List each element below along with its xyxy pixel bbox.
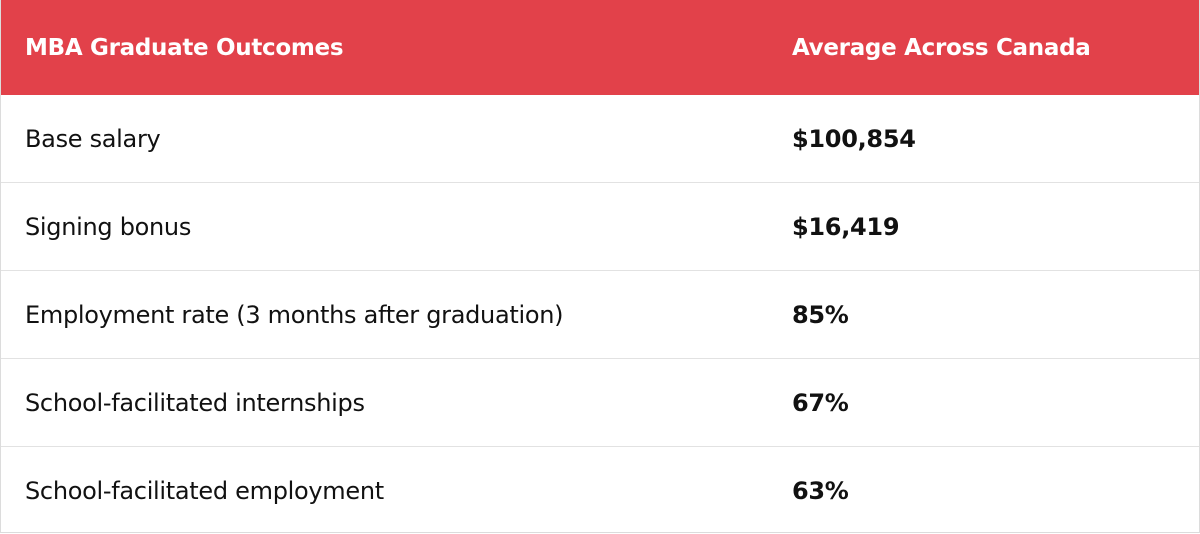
- outcome-label: Signing bonus: [25, 212, 192, 241]
- outcome-value: 85%: [792, 300, 849, 329]
- outcome-label: School-facilitated employment: [25, 476, 384, 505]
- table-row: Employment rate (3 months after graduati…: [1, 270, 1199, 358]
- table-row: Signing bonus $16,419: [1, 182, 1199, 270]
- table-row: School-facilitated internships 67%: [1, 358, 1199, 446]
- header-outcomes: MBA Graduate Outcomes: [25, 34, 344, 61]
- table-row: School-facilitated employment 63%: [1, 446, 1199, 534]
- outcome-value: 67%: [792, 388, 849, 417]
- table-row: Base salary $100,854: [1, 95, 1199, 182]
- header-average: Average Across Canada: [792, 34, 1091, 61]
- outcome-value: $16,419: [792, 212, 900, 241]
- table-body: Base salary $100,854 Signing bonus $16,419 E…: [1, 95, 1199, 534]
- outcome-value: 63%: [792, 476, 849, 505]
- outcome-label: School-facilitated internships: [25, 388, 365, 417]
- table-header-row: MBA Graduate Outcomes Average Across Can…: [1, 0, 1199, 95]
- outcome-value: $100,854: [792, 124, 916, 153]
- outcome-label: Base salary: [25, 124, 161, 153]
- outcome-label: Employment rate (3 months after graduati…: [25, 300, 564, 329]
